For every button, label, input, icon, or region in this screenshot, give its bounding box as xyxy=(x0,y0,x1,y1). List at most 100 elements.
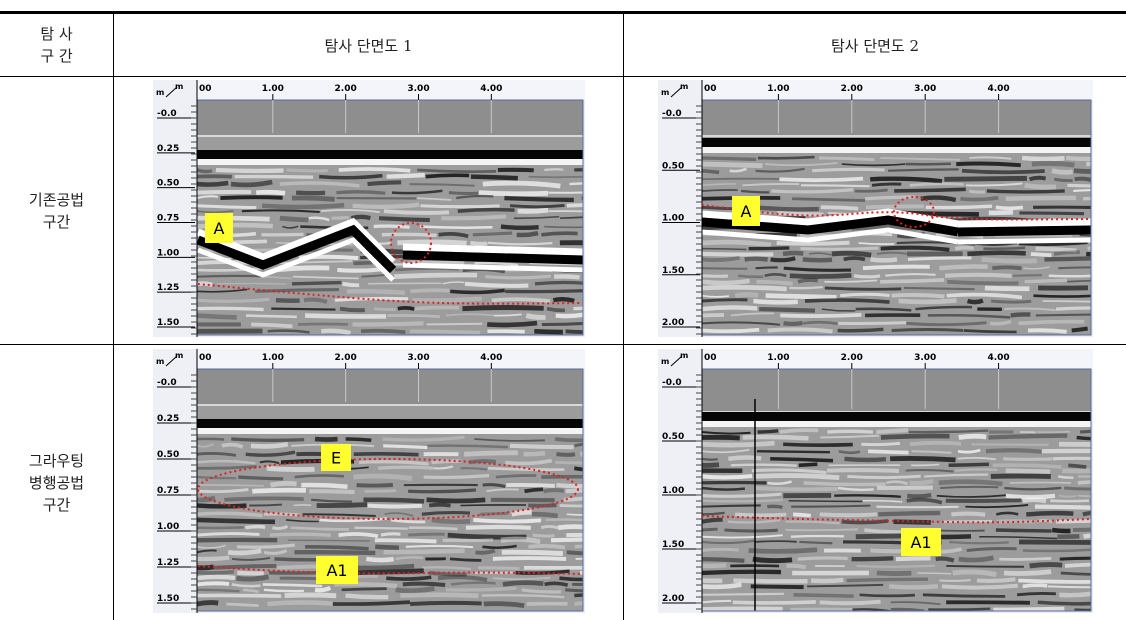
top-scale xyxy=(197,80,585,100)
reflection xyxy=(880,248,949,250)
reflection xyxy=(1005,495,1054,497)
top-scale xyxy=(197,349,585,369)
surface-white xyxy=(702,421,1091,427)
reflection xyxy=(969,191,985,192)
reflection xyxy=(993,608,1064,609)
reflection xyxy=(793,514,811,515)
reflection xyxy=(1059,495,1076,496)
reflection xyxy=(702,258,740,260)
reflection xyxy=(946,602,1030,603)
reflection xyxy=(1029,178,1045,180)
reflection xyxy=(464,452,518,453)
reflection xyxy=(331,217,348,218)
reflection xyxy=(528,545,564,547)
reflection xyxy=(1048,275,1092,276)
reflection xyxy=(702,443,775,445)
reflection xyxy=(1073,171,1092,172)
reflection xyxy=(702,179,779,180)
reflection xyxy=(502,582,542,584)
reflection xyxy=(759,309,815,311)
reflection xyxy=(383,550,464,552)
x-tick-label: 3.00 xyxy=(407,84,429,94)
reflection xyxy=(301,485,347,487)
reflection xyxy=(988,435,1067,437)
reflection xyxy=(767,506,782,507)
x-tick-label: 4.00 xyxy=(480,353,502,363)
reflection xyxy=(475,550,494,552)
reflection xyxy=(947,282,1018,284)
reflection xyxy=(724,530,777,531)
reflection xyxy=(1035,249,1076,251)
depth-label: 0.50 xyxy=(157,179,179,189)
reflection xyxy=(427,445,508,446)
reflection xyxy=(1059,593,1090,594)
reflection xyxy=(566,552,584,553)
reflection xyxy=(846,579,927,580)
reflection xyxy=(983,248,1025,249)
reflection xyxy=(986,191,1064,192)
reflection xyxy=(296,193,325,194)
reflection xyxy=(837,329,883,330)
reflection xyxy=(797,557,847,558)
reflection xyxy=(460,504,526,505)
reflection xyxy=(1067,185,1093,186)
reflection xyxy=(501,552,562,553)
reflection xyxy=(448,193,477,194)
reflection xyxy=(470,177,517,179)
reflection xyxy=(245,526,265,527)
reflection xyxy=(261,234,303,235)
reflection xyxy=(702,549,739,550)
surface-white xyxy=(197,428,583,434)
reflection xyxy=(909,481,933,483)
reflection xyxy=(788,500,862,501)
reflection xyxy=(1022,158,1064,159)
surface-white xyxy=(702,147,1091,153)
top-scale xyxy=(702,349,1093,369)
reflection xyxy=(799,541,832,542)
reflection xyxy=(217,283,286,284)
reflection xyxy=(702,158,756,159)
reflection xyxy=(779,179,863,181)
reflection xyxy=(1005,470,1049,471)
reflection xyxy=(1052,530,1070,531)
x-tick-label: 2.00 xyxy=(334,353,356,363)
reflection xyxy=(1037,602,1092,604)
reflection xyxy=(379,218,430,220)
reflection xyxy=(851,558,893,559)
reflection xyxy=(920,198,955,200)
reflection xyxy=(197,571,234,572)
reflection xyxy=(197,316,237,318)
radargram-body xyxy=(702,369,1093,611)
reflection xyxy=(804,300,889,302)
row-label-text: 기존공법 xyxy=(0,189,113,211)
air-band xyxy=(702,100,1091,136)
reflection xyxy=(702,307,757,309)
reflection xyxy=(488,468,564,469)
reflection xyxy=(341,588,386,589)
reflection xyxy=(702,571,781,572)
reflection xyxy=(818,158,873,160)
x-tick-label: 4.00 xyxy=(987,353,1009,363)
reflection xyxy=(555,315,583,317)
reflection xyxy=(338,169,410,171)
depth-label: 1.00 xyxy=(157,248,179,258)
reflection xyxy=(383,211,448,213)
annotation: A1 xyxy=(910,533,931,552)
reflection xyxy=(1074,179,1091,180)
reflection xyxy=(523,453,545,454)
x-tick-label: 00 xyxy=(704,353,717,363)
reflection xyxy=(702,171,719,173)
reflection xyxy=(559,504,584,506)
reflection xyxy=(948,464,988,465)
reflection xyxy=(414,307,458,308)
reflection xyxy=(345,438,371,439)
reflection xyxy=(963,330,1016,331)
unit: m xyxy=(175,351,183,360)
reflection xyxy=(862,267,929,269)
reflection xyxy=(429,504,450,505)
reflection xyxy=(1051,171,1072,173)
reflection xyxy=(305,546,369,548)
reflection xyxy=(748,248,789,249)
reflection xyxy=(971,444,1048,445)
reflection xyxy=(450,290,504,292)
